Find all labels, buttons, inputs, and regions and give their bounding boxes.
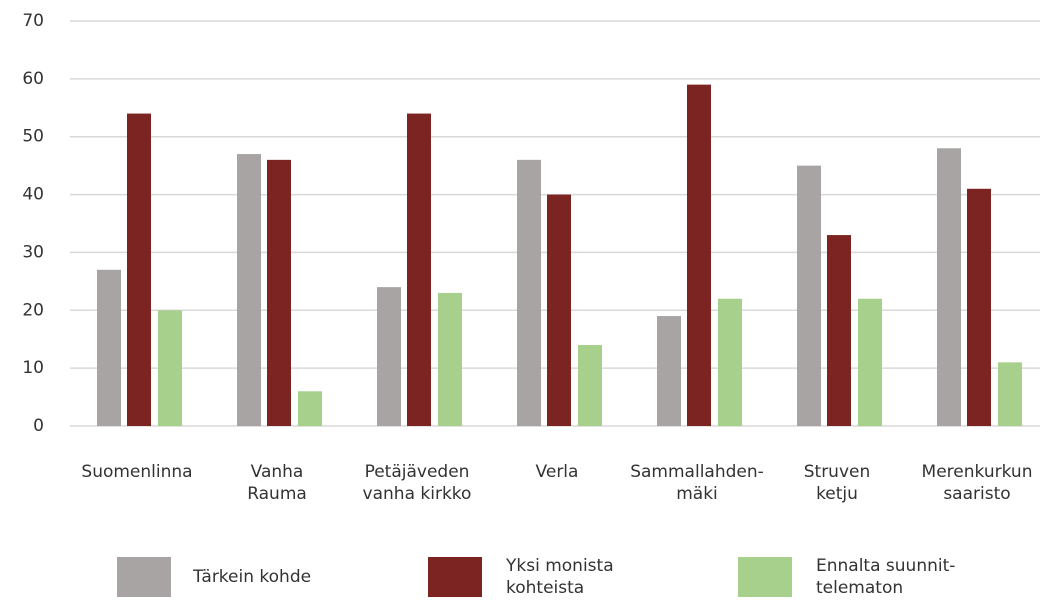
legend-swatch (738, 557, 792, 597)
bar (377, 287, 401, 426)
bar (858, 298, 882, 426)
legend-label: Yksi monista kohteista (506, 556, 614, 598)
bar (407, 113, 431, 427)
bar (967, 188, 991, 426)
bar (438, 292, 462, 426)
bar (267, 159, 291, 426)
legend-label: Tärkein kohde (193, 567, 312, 587)
x-tick-label: Verla (535, 462, 579, 482)
bar (797, 165, 821, 426)
bar (547, 194, 571, 426)
bar (657, 316, 681, 426)
x-tick-label: Petäjäveden vanha kirkko (362, 462, 472, 504)
y-tick-label: 70 (22, 11, 44, 31)
legend-swatch (117, 557, 171, 597)
y-tick-label: 20 (22, 300, 44, 320)
bar (237, 154, 261, 427)
bar (687, 84, 711, 427)
bar (517, 159, 541, 426)
x-tick-label: Sammallahden- mäki (630, 462, 764, 504)
x-tick-label: Suomenlinna (81, 462, 193, 482)
y-tick-label: 30 (22, 242, 44, 262)
legend-label: Ennalta suunnit- telematon (816, 556, 956, 598)
bar (97, 269, 121, 426)
x-tick-label: Vanha Rauma (247, 462, 307, 504)
bar (718, 298, 742, 426)
bar (298, 391, 322, 426)
y-tick-label: 60 (22, 69, 44, 89)
bar (937, 148, 961, 427)
bar (158, 310, 182, 426)
bar (127, 113, 151, 427)
y-tick-label: 10 (22, 358, 44, 378)
bar (827, 235, 851, 426)
x-tick-label: Struven ketju (803, 462, 871, 504)
bar (998, 362, 1022, 426)
x-tick-label: Merenkurkun saaristo (921, 462, 1033, 504)
bar (578, 345, 602, 426)
y-tick-label: 0 (33, 416, 44, 436)
y-tick-label: 50 (22, 127, 44, 147)
legend-swatch (428, 557, 482, 597)
y-tick-label: 40 (22, 185, 44, 205)
